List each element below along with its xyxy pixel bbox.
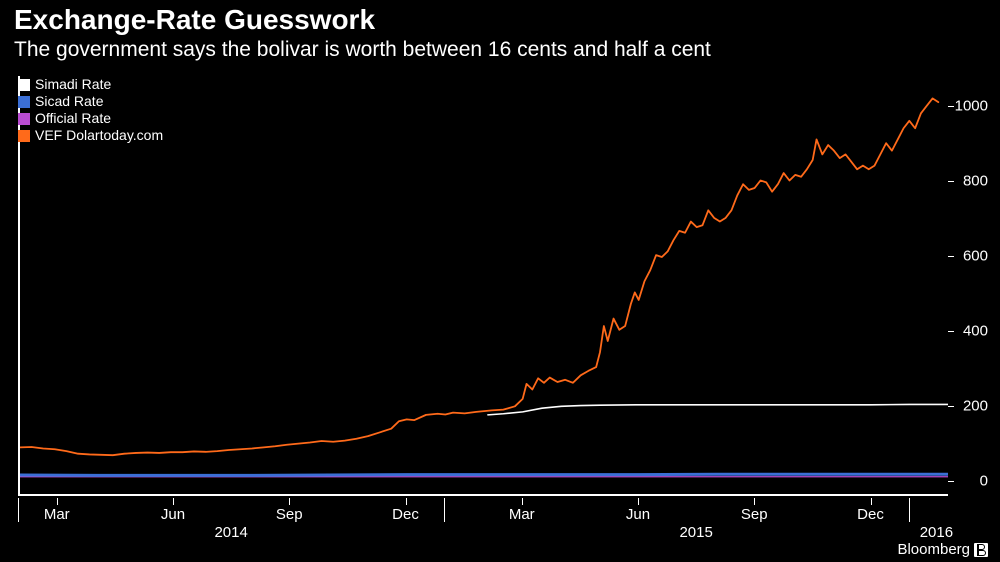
legend-item-dolartoday: VEF Dolartoday.com <box>18 127 163 144</box>
y-tick-label: 400 <box>963 323 988 340</box>
bloomberg-logo-icon <box>974 543 988 557</box>
series-sicad <box>20 474 948 475</box>
x-tick-label: Jun <box>626 506 650 523</box>
y-axis-labels: 0 200 400 600 800 1000 <box>948 76 988 496</box>
x-tick-mark <box>289 498 290 505</box>
x-tick: Sep <box>754 498 755 505</box>
x-tick-mark <box>57 498 58 505</box>
x-tick: Dec <box>406 498 407 505</box>
legend-label: Sicad Rate <box>35 93 103 110</box>
x-year-label: 2014 <box>214 524 247 541</box>
series-dolartoday <box>20 98 938 455</box>
chart-container: Exchange-Rate Guesswork The government s… <box>0 0 1000 562</box>
x-year-tick-mark <box>444 498 445 522</box>
x-tick-mark <box>406 498 407 505</box>
x-year-tick-mark <box>18 498 19 522</box>
x-tick-label: Mar <box>44 506 70 523</box>
x-year-label: 2015 <box>679 524 712 541</box>
y-tick-label: 600 <box>963 248 988 265</box>
legend-swatch <box>18 96 30 108</box>
x-tick-mark <box>754 498 755 505</box>
x-tick-label: Dec <box>857 506 884 523</box>
legend-item-official: Official Rate <box>18 110 163 127</box>
x-year-tick <box>909 498 910 522</box>
x-tick: Jun <box>638 498 639 505</box>
x-tick: Sep <box>289 498 290 505</box>
x-tick-label: Sep <box>741 506 768 523</box>
legend-swatch <box>18 130 30 142</box>
attribution: Bloomberg <box>897 541 988 558</box>
legend: Simadi RateSicad RateOfficial RateVEF Do… <box>18 76 163 144</box>
x-year-tick <box>18 498 19 522</box>
x-tick-label: Jun <box>161 506 185 523</box>
chart-subtitle: The government says the bolivar is worth… <box>14 38 711 62</box>
x-tick-label: Mar <box>509 506 535 523</box>
x-year-tick-mark <box>909 498 910 522</box>
x-tick-mark <box>871 498 872 505</box>
y-tick-label: 200 <box>963 398 988 415</box>
series-simadi <box>488 404 948 414</box>
y-tick-label: 800 <box>963 173 988 190</box>
legend-label: VEF Dolartoday.com <box>35 127 163 144</box>
x-tick: Mar <box>522 498 523 505</box>
y-tick-label: 0 <box>980 473 988 490</box>
x-tick-mark <box>522 498 523 505</box>
legend-swatch <box>18 113 30 125</box>
attribution-text: Bloomberg <box>897 541 970 558</box>
x-tick-mark <box>638 498 639 505</box>
x-axis: MarJunSepDecMarJunSepDec201420152016 <box>18 498 948 542</box>
x-year-label: 2016 <box>920 524 953 541</box>
x-year-tick <box>444 498 445 522</box>
legend-label: Official Rate <box>35 110 111 127</box>
x-tick: Jun <box>173 498 174 505</box>
x-tick-mark <box>173 498 174 505</box>
chart-title: Exchange-Rate Guesswork <box>14 4 375 36</box>
x-tick: Dec <box>871 498 872 505</box>
x-tick: Mar <box>57 498 58 505</box>
legend-swatch <box>18 79 30 91</box>
y-tick-label: 1000 <box>955 98 988 115</box>
x-tick-label: Sep <box>276 506 303 523</box>
legend-label: Simadi Rate <box>35 76 111 93</box>
x-tick-label: Dec <box>392 506 419 523</box>
legend-item-sicad: Sicad Rate <box>18 93 163 110</box>
legend-item-simadi: Simadi Rate <box>18 76 163 93</box>
